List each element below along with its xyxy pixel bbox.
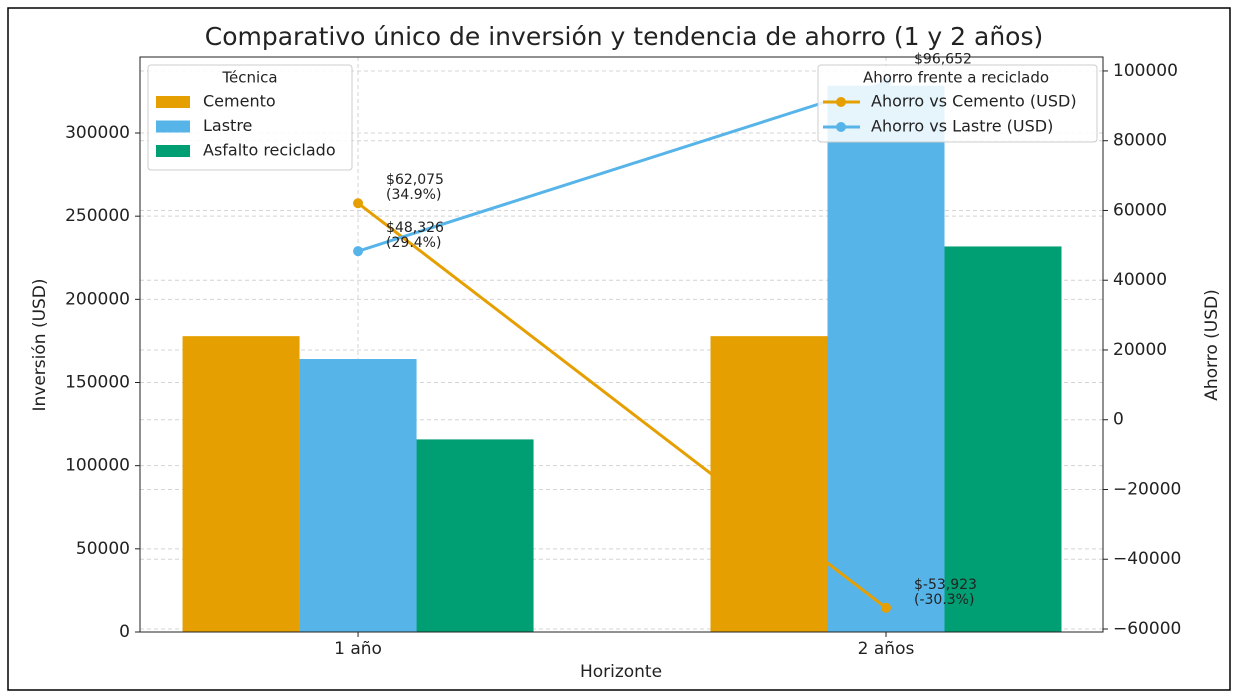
y2-tick-label: −20000 bbox=[1113, 479, 1181, 499]
y2-tick-label: 0 bbox=[1113, 410, 1124, 430]
legend-label: Cemento bbox=[203, 92, 276, 111]
legend-label: Ahorro vs Cemento (USD) bbox=[871, 92, 1077, 111]
y2-tick-label: −40000 bbox=[1113, 549, 1181, 569]
y2-tick-label: −60000 bbox=[1113, 619, 1181, 639]
legend-box bbox=[147, 64, 353, 171]
data-label: (29.4%) bbox=[386, 235, 441, 251]
bar bbox=[944, 246, 1062, 633]
legend-swatch bbox=[156, 96, 190, 108]
legend-swatch bbox=[156, 120, 190, 133]
line bbox=[357, 81, 887, 253]
data-label: $62,075 bbox=[386, 172, 444, 188]
y2-tick-label: 80000 bbox=[1113, 131, 1167, 151]
y-tick-label: 150000 bbox=[65, 373, 130, 393]
x-tick-label: 2 años bbox=[858, 639, 915, 659]
y2-tick-label: 40000 bbox=[1113, 270, 1167, 290]
legend-box bbox=[817, 64, 1098, 143]
y2-tick-label: 20000 bbox=[1113, 340, 1167, 360]
x-axis-label: Horizonte bbox=[580, 662, 662, 682]
legend-label: Ahorro vs Lastre (USD) bbox=[871, 117, 1053, 136]
y-tick-label: 250000 bbox=[65, 206, 130, 226]
legend-title: Ahorro frente a reciclado bbox=[863, 69, 1049, 87]
y-axis-label: Inversión (USD) bbox=[30, 278, 50, 411]
bar bbox=[182, 336, 300, 632]
data-label: $48,326 bbox=[386, 220, 444, 236]
y2-axis-label: Ahorro (USD) bbox=[1202, 289, 1222, 401]
line bbox=[357, 202, 887, 609]
y-tick-label: 50000 bbox=[76, 539, 130, 559]
data-label: (34.9%) bbox=[386, 187, 441, 203]
y-tick-label: 300000 bbox=[65, 123, 130, 143]
legend-marker bbox=[836, 122, 846, 132]
y-tick-label: 100000 bbox=[65, 456, 130, 476]
y-tick-label: 200000 bbox=[65, 289, 130, 309]
data-label: $96,652 bbox=[914, 52, 972, 68]
legend-swatch bbox=[156, 145, 190, 157]
y-tick-label: 0 bbox=[119, 622, 130, 642]
bar bbox=[299, 359, 417, 632]
bar bbox=[416, 439, 534, 632]
legend-marker bbox=[836, 97, 846, 107]
bar bbox=[710, 336, 828, 632]
data-label: (-30.3%) bbox=[914, 592, 974, 608]
line-point bbox=[881, 602, 892, 613]
line-point bbox=[353, 246, 364, 257]
bar bbox=[827, 85, 945, 633]
x-tick-label: 1 año bbox=[334, 639, 382, 659]
y2-tick-label: 100000 bbox=[1113, 61, 1178, 81]
legend-label: Lastre bbox=[203, 116, 252, 135]
legend-title: Técnica bbox=[221, 69, 277, 87]
line-point bbox=[353, 198, 364, 209]
plot-frame bbox=[139, 56, 1104, 633]
y2-tick-label: 60000 bbox=[1113, 200, 1167, 220]
legend-label: Asfalto reciclado bbox=[203, 141, 336, 160]
chart-title: Comparativo único de inversión y tendenc… bbox=[205, 22, 1044, 51]
data-label: $-53,923 bbox=[914, 577, 977, 593]
